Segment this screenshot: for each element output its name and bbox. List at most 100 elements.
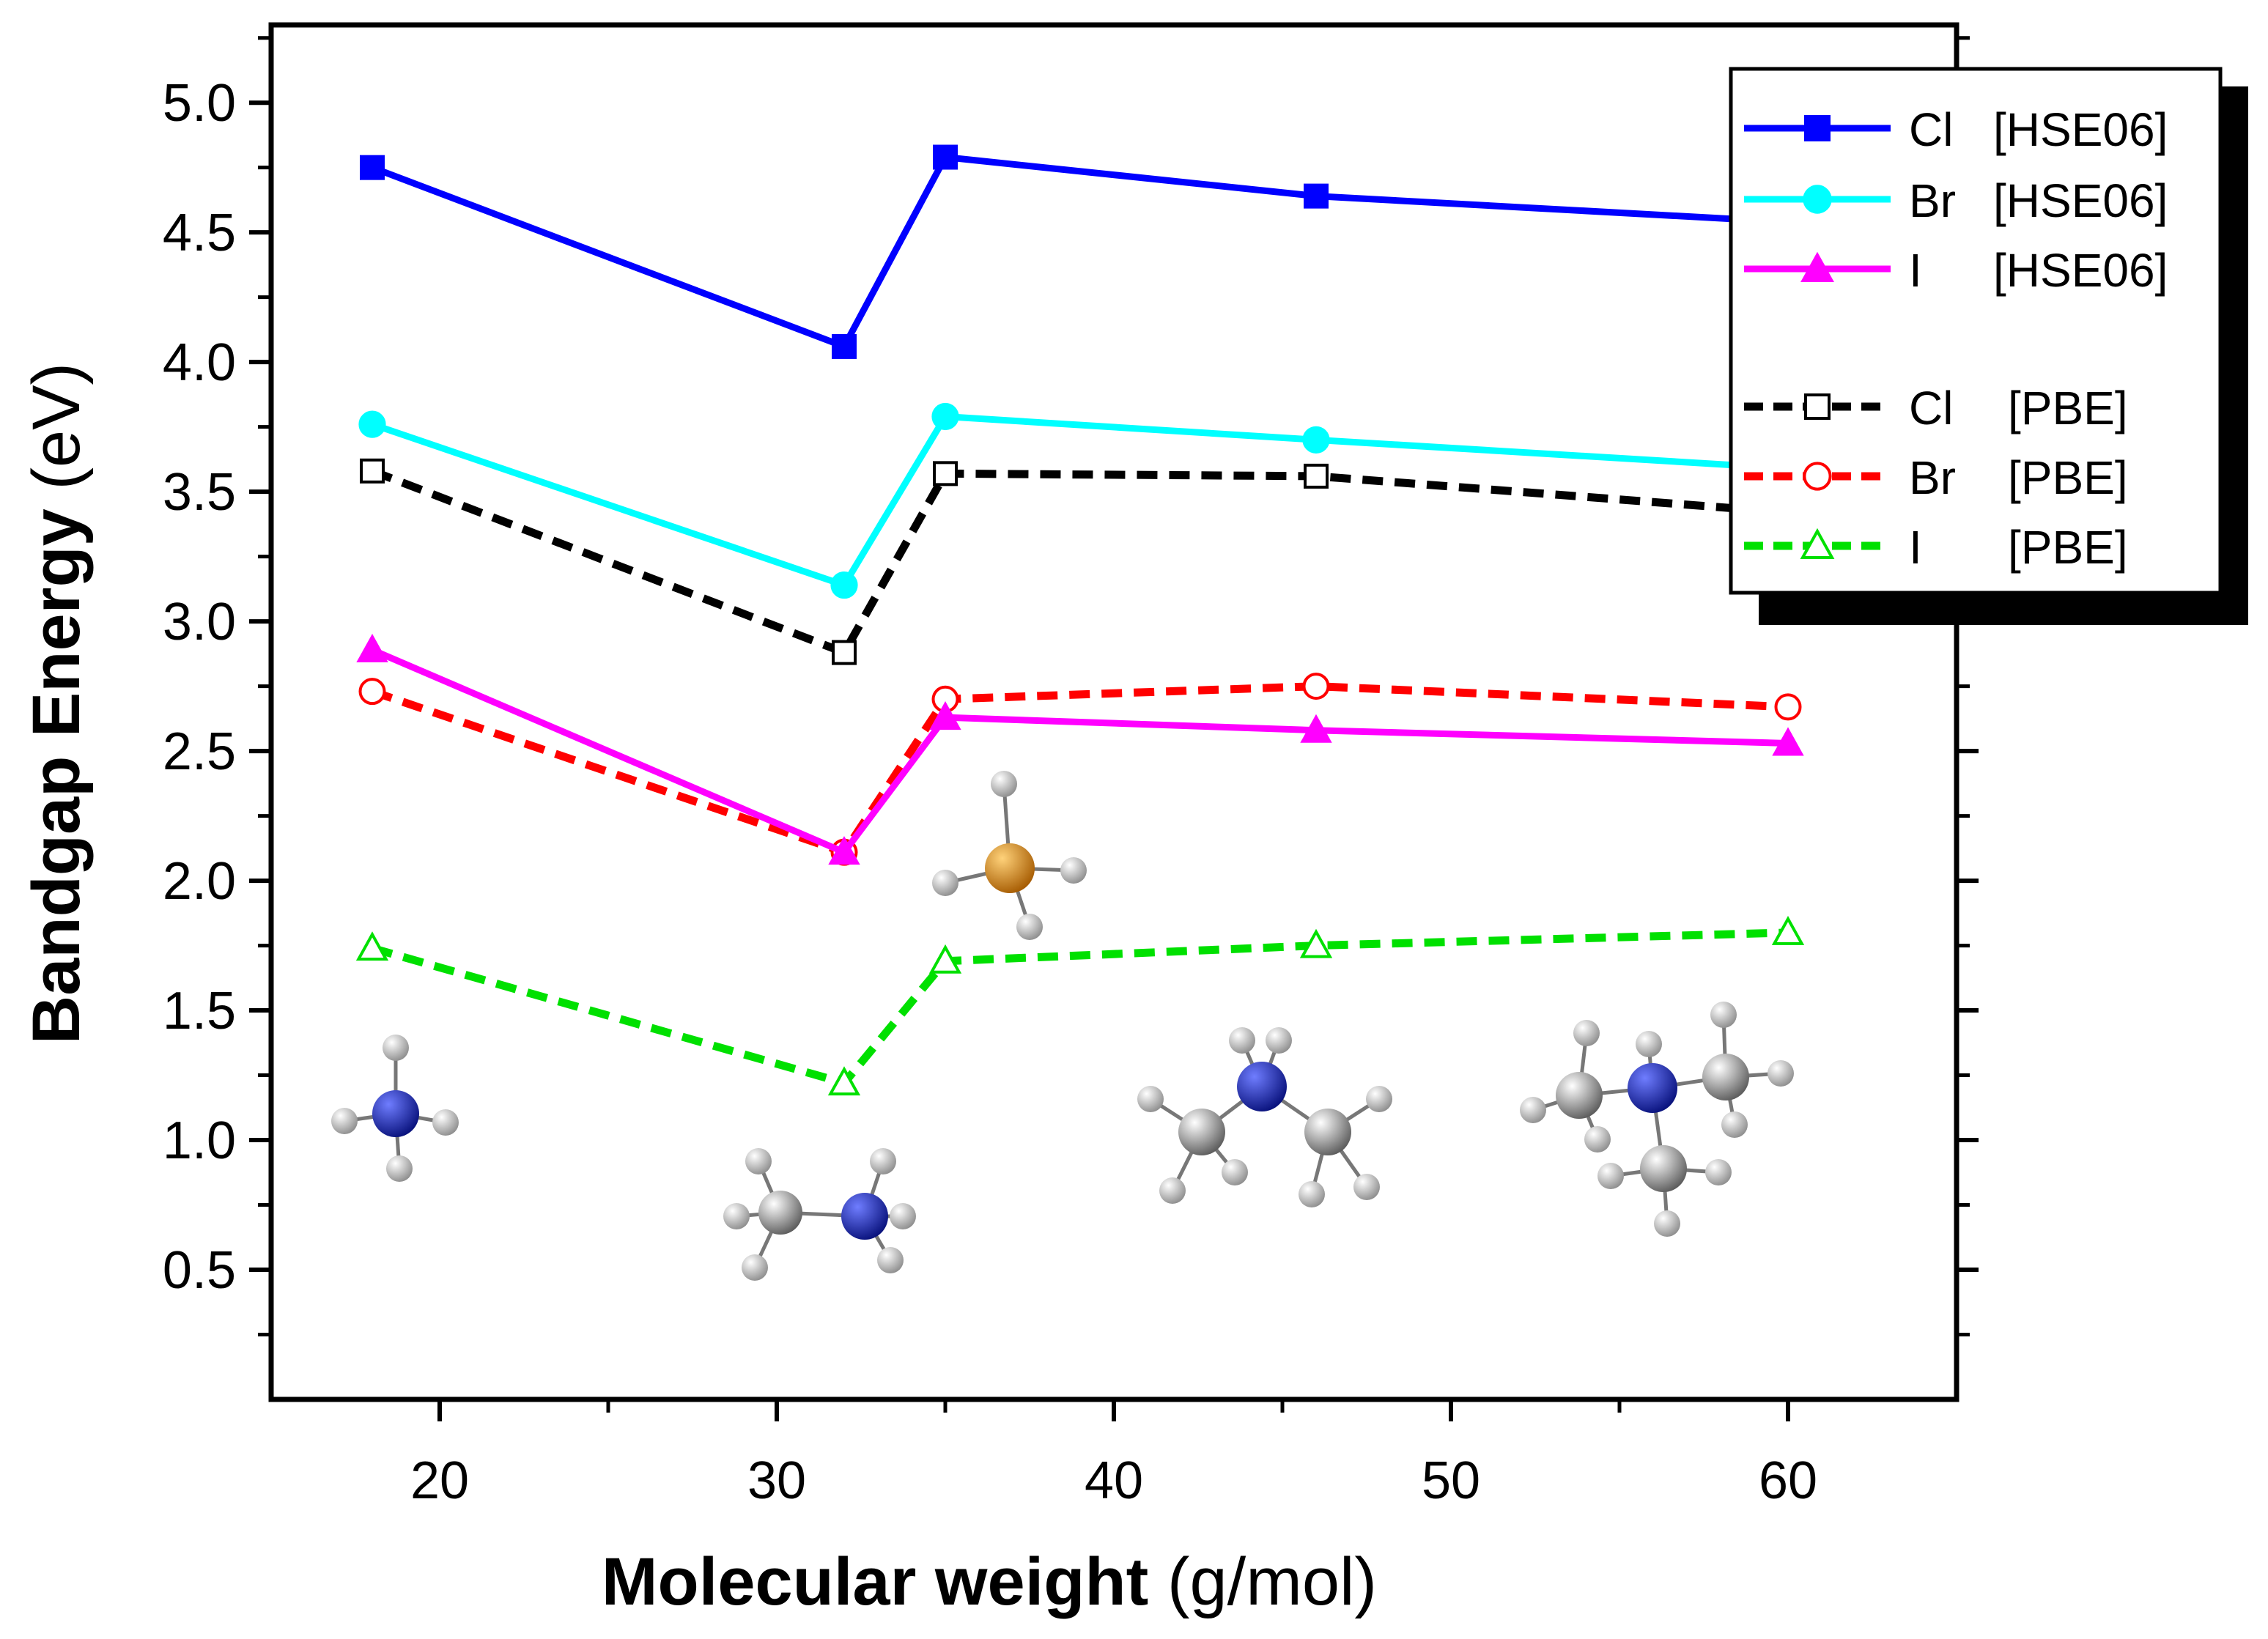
hydrogen-atom bbox=[1366, 1086, 1392, 1112]
data-point bbox=[358, 678, 386, 706]
hydrogen-atom bbox=[386, 1155, 413, 1182]
data-point bbox=[355, 931, 389, 961]
x-tick-label: 40 bbox=[1085, 1451, 1143, 1510]
y-axis-title-main: Bandgap Energy bbox=[19, 508, 94, 1044]
data-point bbox=[358, 410, 386, 438]
legend-label-method: [HSE06] bbox=[1993, 174, 2168, 227]
dimethylammonium-molecule-icon bbox=[1137, 1027, 1392, 1207]
x-axis-title-unit: (g/mol) bbox=[1148, 1544, 1377, 1619]
legend-entries: Cl [HSE06] Br [HSE06] I [HSE06] Cl [PBE] Br [PBE]… bbox=[1744, 103, 2168, 574]
data-point bbox=[1300, 714, 1332, 743]
hydrogen-atom bbox=[1060, 857, 1087, 884]
legend-swatch-marker bbox=[1803, 462, 1832, 491]
series-i-hse06 bbox=[356, 633, 1804, 865]
carbon-atom bbox=[758, 1191, 802, 1235]
data-point bbox=[933, 461, 958, 486]
data-point bbox=[1772, 727, 1804, 756]
legend-label-method: [HSE06] bbox=[1993, 103, 2168, 156]
data-point bbox=[830, 571, 858, 599]
data-point bbox=[828, 836, 860, 865]
series-line bbox=[371, 646, 1789, 856]
legend-swatch-marker bbox=[1804, 393, 1831, 420]
y-tick-label: 5.0 bbox=[163, 74, 236, 133]
y-tick-label: 4.5 bbox=[163, 204, 236, 262]
legend-label-name: Cl bbox=[1909, 103, 1953, 156]
methylammonium-molecule-icon bbox=[723, 1148, 916, 1281]
legend-label-name: I bbox=[1909, 244, 1922, 297]
hydrogen-atom bbox=[331, 1108, 358, 1134]
hydrogen-atom bbox=[723, 1203, 750, 1229]
series-i-pbe bbox=[355, 915, 1805, 1096]
data-point bbox=[360, 155, 385, 180]
y-axis-title-unit: (eV) bbox=[19, 363, 94, 508]
legend-entry: Cl [PBE] bbox=[1744, 382, 2128, 434]
hydrogen-atom bbox=[877, 1247, 904, 1273]
series-line bbox=[371, 154, 1789, 350]
legend-swatch-marker bbox=[1800, 251, 1834, 282]
hydrogen-atom bbox=[383, 1035, 409, 1061]
data-point bbox=[832, 333, 857, 359]
legend-label-name: Br bbox=[1909, 174, 1956, 227]
nitrogen-atom bbox=[1237, 1062, 1287, 1111]
hydrogen-atom bbox=[1597, 1163, 1624, 1189]
legend: Cl [HSE06] Br [HSE06] I [HSE06] Cl [PBE] Br [PBE]… bbox=[1729, 67, 2248, 625]
hydrogen-atom bbox=[1654, 1210, 1680, 1237]
series-line bbox=[371, 412, 1789, 589]
y-tick-label: 1.5 bbox=[163, 982, 236, 1040]
data-point bbox=[1299, 928, 1333, 958]
data-point bbox=[929, 701, 961, 730]
axis-ticks: 20 30 40 50 60 0.5 1.0 1.5 2.0 2.5 3.0 3.5 4.0 4.5 5.0 bbox=[163, 36, 1979, 1510]
legend-label-name: Br bbox=[1909, 451, 1956, 504]
hydrogen-atom bbox=[1222, 1159, 1248, 1185]
phosphorus-atom bbox=[985, 843, 1035, 893]
series-br-pbe bbox=[358, 673, 1802, 866]
y-tick-label: 1.0 bbox=[163, 1111, 236, 1170]
data-point bbox=[1304, 183, 1329, 209]
legend-label-name: I bbox=[1909, 521, 1922, 574]
data-point bbox=[928, 944, 962, 974]
nitrogen-atom bbox=[1628, 1063, 1677, 1113]
y-tick-label: 4.0 bbox=[163, 333, 236, 392]
data-point bbox=[832, 640, 857, 665]
nitrogen-atom bbox=[841, 1193, 888, 1240]
hydrogen-atom bbox=[1584, 1126, 1611, 1153]
hydrogen-atom bbox=[1353, 1174, 1380, 1200]
ammonium-molecule-icon bbox=[331, 1035, 459, 1182]
data-point bbox=[931, 402, 959, 431]
data-point bbox=[1302, 426, 1330, 454]
x-tick-label: 20 bbox=[410, 1451, 469, 1510]
data-point bbox=[1304, 463, 1329, 489]
molecule-illustrations bbox=[331, 771, 1794, 1281]
carbon-atom bbox=[1178, 1109, 1225, 1155]
hydrogen-atom bbox=[1710, 1002, 1737, 1028]
hydrogen-atom bbox=[932, 870, 958, 896]
hydrogen-atom bbox=[1768, 1060, 1794, 1087]
data-point bbox=[933, 144, 958, 170]
hydrogen-atom bbox=[890, 1203, 916, 1229]
hydrogen-atom bbox=[432, 1109, 459, 1136]
data-point bbox=[1302, 673, 1330, 700]
x-tick-label: 30 bbox=[747, 1451, 806, 1510]
hydrogen-atom bbox=[1137, 1086, 1164, 1112]
hydrogen-atom bbox=[1229, 1027, 1255, 1054]
hydrogen-atom bbox=[1159, 1177, 1186, 1204]
series-cl-hse06 bbox=[360, 144, 1800, 359]
phosphonium-molecule-icon bbox=[932, 771, 1087, 940]
carbon-atom bbox=[1556, 1072, 1603, 1119]
x-tick-label: 50 bbox=[1422, 1451, 1480, 1510]
y-tick-label: 0.5 bbox=[163, 1241, 236, 1300]
hydrogen-atom bbox=[1520, 1097, 1546, 1123]
y-tick-label: 2.0 bbox=[163, 852, 236, 911]
legend-entry: Br [PBE] bbox=[1744, 451, 2128, 504]
legend-swatch-marker bbox=[1804, 115, 1831, 141]
series-layer bbox=[355, 144, 1805, 1096]
legend-label-method: [PBE] bbox=[2008, 382, 2128, 434]
legend-label-method: [PBE] bbox=[2008, 451, 2128, 504]
y-tick-label: 3.5 bbox=[163, 463, 236, 522]
series-line bbox=[371, 928, 1789, 1087]
data-point bbox=[360, 458, 385, 484]
legend-entry: I [PBE] bbox=[1744, 521, 2128, 574]
legend-box bbox=[1729, 67, 2223, 595]
y-axis-title: Bandgap Energy (eV) bbox=[19, 363, 94, 1044]
carbon-atom bbox=[1304, 1109, 1351, 1155]
